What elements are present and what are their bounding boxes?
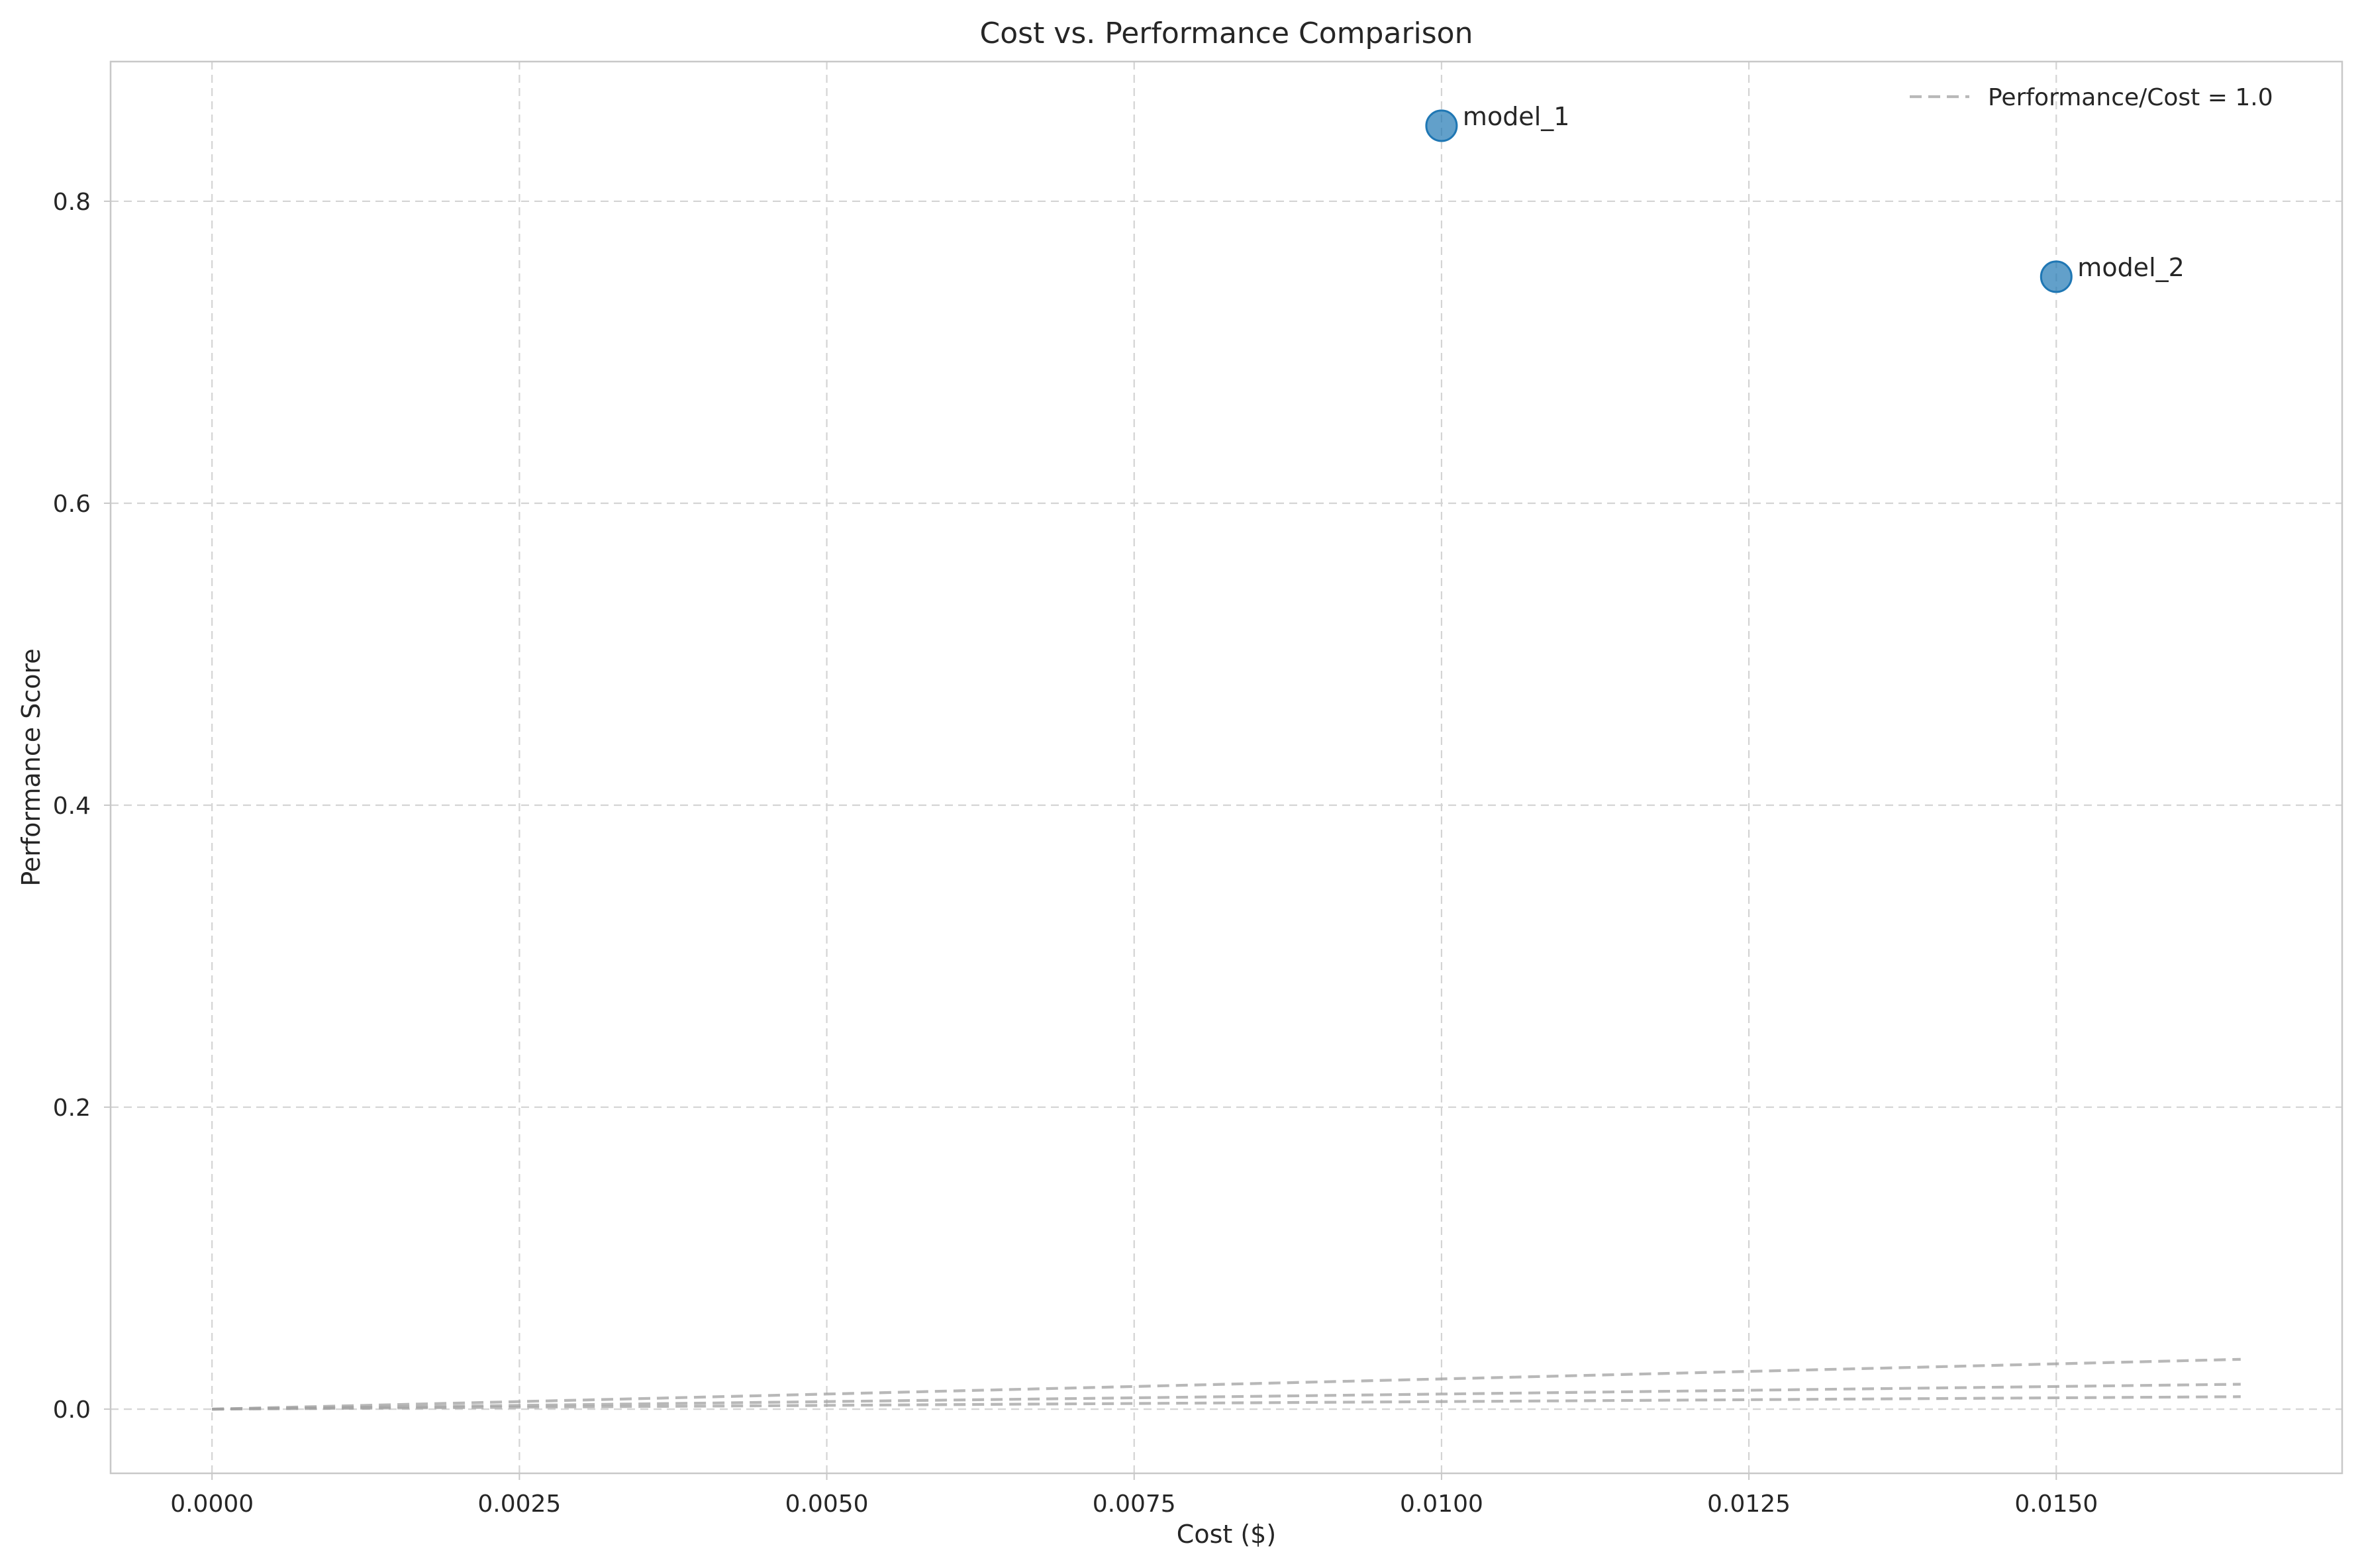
x-tick-label: 0.0025 <box>477 1491 561 1518</box>
y-tick-label: 0.0 <box>53 1396 91 1424</box>
reference-line <box>212 1357 2241 1411</box>
x-axis-label: Cost ($) <box>1177 1520 1276 1549</box>
data-point-label: model_2 <box>2077 253 2185 282</box>
x-tick-label: 0.0000 <box>170 1491 254 1518</box>
x-tick-label: 0.0150 <box>2014 1491 2098 1518</box>
legend: Performance/Cost = 1.0 <box>1910 84 2273 111</box>
legend-label: Performance/Cost = 1.0 <box>1988 84 2273 111</box>
reference-lines <box>212 1357 2241 1411</box>
y-tick-label: 0.4 <box>53 793 91 820</box>
reference-line <box>212 1395 2241 1411</box>
x-tick-label: 0.0125 <box>1707 1491 1791 1518</box>
reference-line <box>212 1383 2241 1411</box>
y-tick-label: 0.2 <box>53 1095 91 1122</box>
x-tick-label: 0.0050 <box>785 1491 869 1518</box>
y-tick-label: 0.6 <box>53 491 91 518</box>
data-point-marker <box>2040 260 2073 293</box>
axis-ticks: 0.0000 0.0025 0.0050 0.0075 0.0100 0.0125 0.01… <box>53 189 2098 1518</box>
chart-title: Cost vs. Performance Comparison <box>980 17 1473 50</box>
plot-area-frame <box>109 60 2343 1475</box>
data-point-marker <box>1425 109 1458 142</box>
x-tick-label: 0.0100 <box>1400 1491 1483 1518</box>
x-tick-label: 0.0075 <box>1093 1491 1176 1518</box>
grid <box>111 62 2342 1473</box>
data-point-label: model_1 <box>1463 102 1570 131</box>
y-tick-label: 0.8 <box>53 189 91 216</box>
y-axis-label: Performance Score <box>17 648 46 886</box>
data-points: model_1 model_2 <box>1425 102 2185 293</box>
